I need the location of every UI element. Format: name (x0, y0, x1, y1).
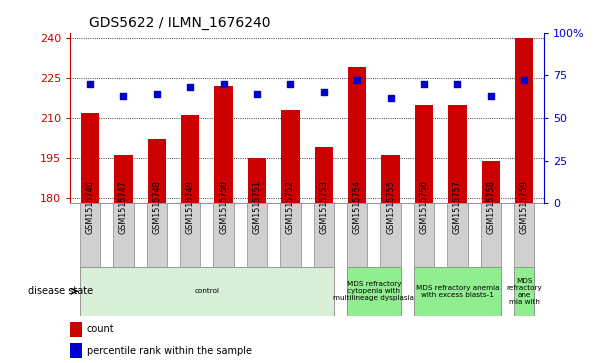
Point (486, 93, 496, 99)
Bar (70, 343, 81, 358)
Text: MDS
refractory
ane
mia with: MDS refractory ane mia with (506, 278, 542, 305)
Bar (347, 267, 401, 316)
Bar (80, 267, 334, 316)
Bar (148, 139, 166, 363)
Bar (180, 203, 200, 267)
Bar (381, 203, 401, 267)
Point (286, 81, 295, 87)
Bar (347, 203, 367, 267)
Bar (70, 322, 81, 337)
Text: GSM1515757: GSM1515757 (453, 180, 462, 234)
Bar (213, 203, 233, 267)
Text: GSM1515746: GSM1515746 (86, 180, 94, 234)
Text: MDS refractory anemia
with excess blasts-1: MDS refractory anemia with excess blasts… (416, 285, 499, 298)
Point (419, 81, 429, 87)
Bar (81, 113, 99, 363)
Bar (448, 105, 466, 363)
Text: GSM1515748: GSM1515748 (152, 180, 161, 234)
Text: GSM1515754: GSM1515754 (353, 180, 362, 234)
Bar (514, 267, 534, 316)
Text: GSM1515747: GSM1515747 (119, 180, 128, 234)
Text: control: control (195, 288, 219, 294)
Point (385, 95, 395, 101)
Text: GSM1515752: GSM1515752 (286, 180, 295, 234)
Text: GSM1515759: GSM1515759 (520, 180, 528, 234)
Bar (247, 203, 267, 267)
Point (352, 78, 362, 83)
Bar (314, 203, 334, 267)
Bar (114, 155, 133, 363)
Point (152, 91, 162, 97)
Point (185, 84, 195, 90)
Text: GSM1515750: GSM1515750 (219, 180, 228, 234)
Bar (181, 115, 199, 363)
Bar (480, 203, 501, 267)
Text: percentile rank within the sample: percentile rank within the sample (86, 346, 252, 356)
Bar (80, 203, 100, 267)
Bar (381, 155, 399, 363)
Text: GSM1515753: GSM1515753 (319, 180, 328, 234)
Bar (482, 161, 500, 363)
Point (119, 93, 128, 99)
Text: GSM1515755: GSM1515755 (386, 180, 395, 234)
Bar (415, 105, 433, 363)
Bar (147, 203, 167, 267)
Bar (515, 38, 533, 363)
Point (252, 91, 262, 97)
Bar (348, 67, 367, 363)
Bar (113, 203, 134, 267)
Text: disease state: disease state (28, 286, 93, 296)
Text: GSM1515758: GSM1515758 (486, 180, 496, 234)
Bar (314, 147, 333, 363)
Text: GSM1515751: GSM1515751 (252, 180, 261, 234)
Bar (413, 203, 434, 267)
Bar (413, 267, 501, 316)
Point (319, 90, 328, 95)
Text: GDS5622 / ILMN_1676240: GDS5622 / ILMN_1676240 (89, 16, 271, 30)
Text: GSM1515756: GSM1515756 (420, 180, 429, 234)
Bar (248, 158, 266, 363)
Bar (215, 86, 233, 363)
Bar (447, 203, 468, 267)
Point (452, 81, 462, 87)
Text: count: count (86, 325, 114, 334)
Point (85, 81, 95, 87)
Bar (281, 110, 300, 363)
Bar (514, 203, 534, 267)
Bar (280, 203, 300, 267)
Text: GSM1515749: GSM1515749 (185, 180, 195, 234)
Point (519, 78, 529, 83)
Text: MDS refractory
cytopenia with
multilineage dysplasia: MDS refractory cytopenia with multilinea… (333, 281, 414, 301)
Point (219, 81, 229, 87)
